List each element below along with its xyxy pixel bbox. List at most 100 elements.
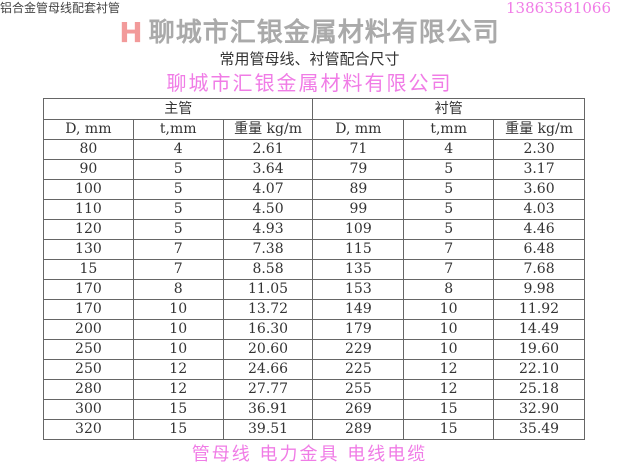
table-cell: 4 [403,139,495,160]
table-cell: 25.18 [493,379,585,400]
table-cell: 320 [43,419,134,440]
table-cell: 10 [403,299,495,320]
company-logo-watermark: H 聊城市汇银金属材料有限公司 [0,16,619,49]
header-cell: D, mm [43,119,134,140]
table-row: 80 4 2.61 71 4 2.30 [43,139,585,160]
table-cell: 80 [43,139,134,160]
table-row: 250 10 20.60 229 10 19.60 [43,339,585,360]
logo-text: 聊城市汇银金属材料有限公司 [148,18,500,48]
table-cell: 5 [132,219,224,240]
table-cell: 27.77 [222,379,314,400]
table-cell: 7.38 [222,239,314,260]
watermark-company: 聊城市汇银金属材料有限公司 [166,71,453,95]
table-cell: 170 [43,299,134,320]
table-row: 170 8 11.05 153 8 9.98 [43,279,585,300]
table-cell: 280 [43,379,134,400]
table-cell: 10 [403,339,495,360]
table-cell: 8 [132,279,224,300]
table-cell: 9.98 [493,279,585,300]
table-row: 300 15 36.91 269 15 32.90 [43,399,585,420]
table-cell: 15 [132,419,224,440]
table-cell: 2.61 [222,139,314,160]
table-cell: 15 [132,399,224,420]
table-cell: 5 [403,219,495,240]
table-cell: 120 [43,219,134,240]
table-cell: 20.60 [222,339,314,360]
table-cell: 3.64 [222,159,314,180]
table-cell: 12 [403,359,495,380]
table-cell: 2.30 [493,139,585,160]
table-cell: 200 [43,319,134,340]
table-row: 250 12 24.66 225 12 22.10 [43,359,585,380]
table-row: 200 10 16.30 179 10 14.49 [43,319,585,340]
table-cell: 179 [312,319,405,340]
table-cell: 15 [403,399,495,420]
table-cell: 10 [132,299,224,320]
table-cell: 4.93 [222,219,314,240]
table-cell: 13.72 [222,299,314,320]
table-cell: 5 [132,159,224,180]
table-cell: 109 [312,219,405,240]
header-cell: D, mm [312,119,405,140]
table-cell: 269 [312,399,405,420]
table-cell: 250 [43,359,134,380]
size-table: 主管 衬管 D, mm t,mm 重量 kg/m D, mm t,mm 重量 k… [42,98,585,440]
table-cell: 255 [312,379,405,400]
table-row: 110 5 4.50 99 5 4.03 [43,199,585,220]
header-cell: t,mm [403,119,495,140]
table-cell: 4 [132,139,224,160]
table-title: 常用管母线、衬管配合尺寸 [219,50,400,68]
column-header-row: D, mm t,mm 重量 kg/m D, mm t,mm 重量 kg/m [43,119,585,140]
table-cell: 149 [312,299,405,320]
table-cell: 36.91 [222,399,314,420]
table-cell: 3.17 [493,159,585,180]
table-cell: 12 [132,379,224,400]
table-cell: 15 [403,419,495,440]
table-cell: 4.07 [222,179,314,200]
table-cell: 39.51 [222,419,314,440]
table-cell: 12 [132,359,224,380]
table-row: 320 15 39.51 289 15 35.49 [43,419,585,440]
table-cell: 300 [43,399,134,420]
table-cell: 90 [43,159,134,180]
table-cell: 110 [43,199,134,220]
group-liner-pipe: 衬管 [312,98,585,120]
table-row: 170 10 13.72 149 10 11.92 [43,299,585,320]
table-cell: 170 [43,279,134,300]
table-cell: 5 [403,159,495,180]
logo-h-icon: H [119,16,143,49]
table-cell: 24.66 [222,359,314,380]
header-cell: 重量 kg/m [222,119,314,140]
table-cell: 19.60 [493,339,585,360]
table-cell: 7 [403,239,495,260]
table-cell: 32.90 [493,399,585,420]
table-cell: 4.50 [222,199,314,220]
table-cell: 289 [312,419,405,440]
table-row: 15 7 8.58 135 7 7.68 [43,259,585,280]
table-cell: 5 [403,199,495,220]
table-cell: 99 [312,199,405,220]
table-cell: 250 [43,339,134,360]
watermark-products: 管母线 电力金具 电线电缆 [191,444,428,465]
table-cell: 14.49 [493,319,585,340]
table-cell: 11.05 [222,279,314,300]
table-cell: 115 [312,239,405,260]
table-cell: 225 [312,359,405,380]
table-cell: 5 [132,179,224,200]
header-cell: t,mm [132,119,224,140]
header-cell: 重量 kg/m [493,119,585,140]
table-cell: 130 [43,239,134,260]
table-cell: 6.48 [493,239,585,260]
table-cell: 5 [132,199,224,220]
table-cell: 10 [132,319,224,340]
table-row: 130 7 7.38 115 7 6.48 [43,239,585,260]
table-cell: 10 [403,319,495,340]
table-cell: 15 [43,259,134,280]
table-row: 120 5 4.93 109 5 4.46 [43,219,585,240]
table-row: 280 12 27.77 255 12 25.18 [43,379,585,400]
table-row: 90 5 3.64 79 5 3.17 [43,159,585,180]
table-cell: 22.10 [493,359,585,380]
table-cell: 5 [403,179,495,200]
table-cell: 135 [312,259,405,280]
table-row: 100 5 4.07 89 5 3.60 [43,179,585,200]
